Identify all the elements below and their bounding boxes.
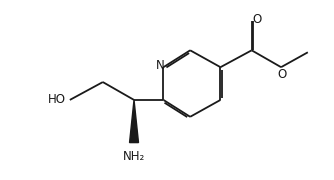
Text: O: O [253, 14, 262, 26]
Text: O: O [277, 68, 287, 81]
Polygon shape [130, 100, 139, 143]
Text: NH₂: NH₂ [123, 150, 145, 163]
Text: N: N [156, 59, 164, 72]
Text: HO: HO [48, 93, 66, 105]
